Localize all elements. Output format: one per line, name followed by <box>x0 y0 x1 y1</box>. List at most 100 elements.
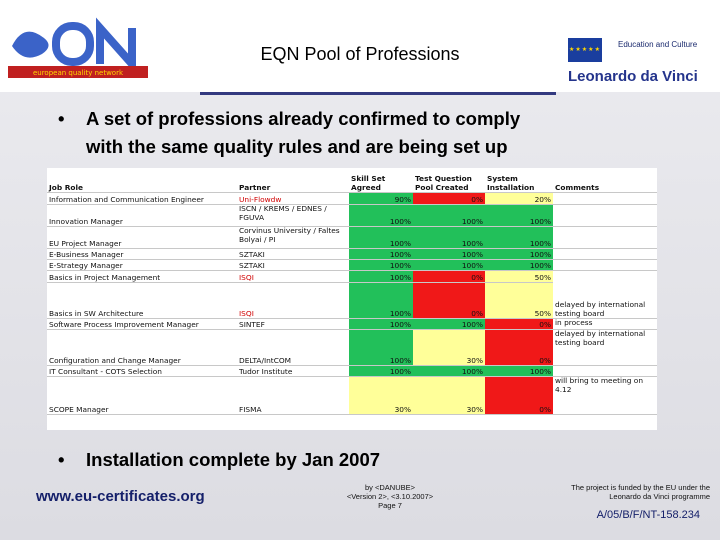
table-row: Software Process Improvement Manager SIN… <box>47 318 657 330</box>
col-system-install: System Installation <box>485 168 553 193</box>
role-cell: E-Strategy Manager <box>47 259 237 271</box>
skill-cell: 100% <box>349 226 413 249</box>
partner-cell: SZTAKI <box>237 248 349 260</box>
footer-page-number: Page 7 <box>378 501 402 510</box>
bullet-text: Installation complete by Jan 2007 <box>86 449 381 470</box>
test-cell: 0% <box>413 270 485 283</box>
role-cell: Information and Communication Engineer <box>47 192 237 205</box>
bullet-dot: • <box>58 449 65 470</box>
sys-cell: 100% <box>485 259 553 271</box>
bullet-dot: • <box>58 108 65 129</box>
test-cell: 100% <box>413 248 485 260</box>
skill-cell: 30% <box>349 376 413 415</box>
role-cell: Innovation Manager <box>47 204 237 227</box>
role-cell: IT Consultant - COTS Selection <box>47 365 237 377</box>
comment-cell <box>553 365 657 377</box>
partner-cell: ISQI <box>237 282 349 319</box>
partner-cell: DELTA/IntCOM <box>237 329 349 366</box>
table-row: IT Consultant - COTS Selection Tudor Ins… <box>47 365 657 377</box>
comment-cell <box>553 204 657 227</box>
eqn-logo: european quality network <box>4 16 154 82</box>
footer-mid-line-2: <Version 2>, <3.10.2007> <box>346 492 434 501</box>
edu-culture-label: Education and Culture <box>618 40 698 49</box>
title-underline <box>200 92 556 95</box>
skill-cell: 100% <box>349 365 413 377</box>
partner-cell: ISCN / KREMS / EDNES / FGUVA <box>237 204 349 227</box>
test-cell: 100% <box>413 204 485 227</box>
comment-cell <box>553 248 657 260</box>
e-letter-shape <box>12 31 49 58</box>
test-cell: 100% <box>413 318 485 330</box>
partner-cell: Tudor Institute <box>237 365 349 377</box>
table-row: Configuration and Change Manager DELTA/I… <box>47 329 657 366</box>
test-cell: 0% <box>413 192 485 205</box>
role-cell: EU Project Manager <box>47 226 237 249</box>
partner-cell: ISQI <box>237 270 349 283</box>
footer-right-line-2: Leonardo da Vinci programme <box>609 492 710 501</box>
col-test-pool: Test Question Pool Created <box>413 168 485 193</box>
col-skill-set: Skill Set Agreed <box>349 168 413 193</box>
header: european quality network EQN Pool of Pro… <box>0 0 720 92</box>
skill-cell: 100% <box>349 204 413 227</box>
footer-funding-info: The project is funded by the EU under th… <box>520 483 710 501</box>
comment-cell: will bring to meeting on 4.12 <box>553 376 657 415</box>
table-row: SCOPE Manager FISMA 30% 30% 0% will brin… <box>47 376 657 415</box>
comment-cell <box>553 259 657 271</box>
partner-cell: SZTAKI <box>237 259 349 271</box>
svg-text:european quality network: european quality network <box>33 69 124 77</box>
footer-version-info: by <DANUBE> <Version 2>, <3.10.2007> Pag… <box>330 483 450 510</box>
skill-cell: 100% <box>349 282 413 319</box>
skill-cell: 100% <box>349 329 413 366</box>
col-comments: Comments <box>553 168 657 193</box>
partner-cell: SINTEF <box>237 318 349 330</box>
test-cell: 30% <box>413 376 485 415</box>
table-header-row: Job Role Partner Skill Set Agreed Test Q… <box>47 168 657 193</box>
partner-cell: Uni-Flowdw <box>237 192 349 205</box>
sys-cell: 20% <box>485 192 553 205</box>
test-cell: 0% <box>413 282 485 319</box>
sys-cell: 100% <box>485 365 553 377</box>
partner-cell: Corvinus University / Faltes Bolyai / PI <box>237 226 349 249</box>
role-cell: Software Process Improvement Manager <box>47 318 237 330</box>
skill-cell: 100% <box>349 270 413 283</box>
page-title: EQN Pool of Professions <box>260 44 460 64</box>
table-row: Basics in Project Management ISQI 100% 0… <box>47 270 657 319</box>
table-row: E-Strategy Manager SZTAKI 100% 100% 100% <box>47 259 657 271</box>
role-cell: Configuration and Change Manager <box>47 329 237 366</box>
table-row: Information and Communication Engineer U… <box>47 192 657 205</box>
bullet-text-line-1: A set of professions already confirmed t… <box>86 108 521 129</box>
footer-mid-line-1: by <DANUBE> <box>364 483 416 492</box>
role-cell: E-Business Manager <box>47 248 237 260</box>
role-cell: Basics in SW Architecture <box>47 282 237 319</box>
comment-cell: delayed by international testing board <box>553 329 657 366</box>
test-cell: 100% <box>413 365 485 377</box>
comment-cell <box>553 226 657 249</box>
sys-cell: 100% <box>485 204 553 227</box>
comment-cell: delayed by international testing board <box>553 270 657 319</box>
footer-right-line-1: The project is funded by the EU under th… <box>571 483 710 492</box>
table-row: EU Project Manager Corvinus University /… <box>47 226 657 249</box>
table-row: Basics in SW Architecture ISQI 100% 0% 5… <box>47 282 657 319</box>
test-cell: 100% <box>413 259 485 271</box>
skill-cell: 90% <box>349 192 413 205</box>
sys-cell: 0% <box>485 376 553 415</box>
comment-cell: in process <box>553 318 657 330</box>
leonardo-da-vinci-label: Leonardo da Vinci <box>568 68 698 85</box>
test-cell: 30% <box>413 329 485 366</box>
skill-cell: 100% <box>349 318 413 330</box>
bullet-text-line-2: with the same quality rules and are bein… <box>86 136 508 157</box>
footer-project-code: A/05/B/F/NT-158.234 <box>596 509 700 521</box>
skill-cell: 100% <box>349 248 413 260</box>
sys-cell: 100% <box>485 226 553 249</box>
col-partner: Partner <box>237 168 349 193</box>
sys-cell: 50% <box>485 270 553 283</box>
role-cell: Basics in Project Management <box>47 270 237 283</box>
test-cell: 100% <box>413 226 485 249</box>
skill-cell: 100% <box>349 259 413 271</box>
sys-cell: 100% <box>485 248 553 260</box>
sys-cell: 0% <box>485 318 553 330</box>
eu-flag-icon: ★★★★★ <box>568 38 602 62</box>
sys-cell: 50% <box>485 282 553 319</box>
footer-url-link[interactable]: www.eu-certificates.org <box>36 488 205 505</box>
